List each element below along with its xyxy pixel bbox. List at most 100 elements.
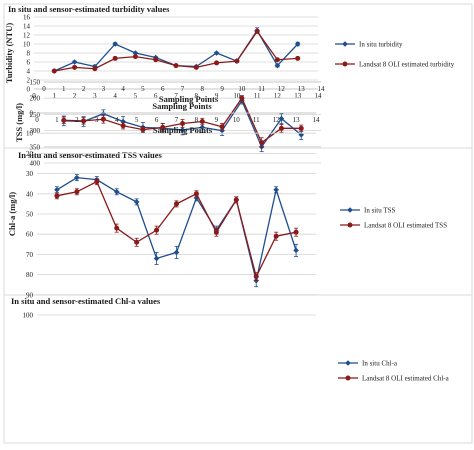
x-tick-label: 2 xyxy=(75,116,79,124)
x-tick-label: 9 xyxy=(215,116,219,124)
data-point xyxy=(199,124,206,131)
data-point xyxy=(100,116,106,122)
data-point xyxy=(114,225,120,231)
data-point xyxy=(174,201,179,207)
y-tick-label: 50 xyxy=(26,211,34,219)
series-landsat xyxy=(51,28,301,74)
y-tick-label: 350 xyxy=(30,143,41,151)
legend-entry: Landsat 8 OLI estimated TSS xyxy=(340,222,447,230)
legend-label: In situ Chl-a xyxy=(362,360,398,368)
y-tick-label: 16 xyxy=(23,14,31,22)
data-point xyxy=(132,54,138,60)
data-point xyxy=(234,58,240,64)
legend-entry: In situ TSS xyxy=(340,207,395,215)
x-tick-label: 12 xyxy=(278,85,286,93)
data-point xyxy=(154,227,160,233)
data-point xyxy=(132,50,139,56)
y-tick-label: 2 xyxy=(27,77,31,85)
x-tick-label: 0 xyxy=(42,85,46,93)
x-tick-label: 12 xyxy=(274,92,282,100)
x-tick-label: 3 xyxy=(93,92,97,100)
x-axis-label: Sampling Points xyxy=(152,101,212,111)
x-tick-label: 14 xyxy=(315,92,323,100)
data-point xyxy=(153,255,160,262)
data-point xyxy=(81,118,87,124)
x-tick-label: 7 xyxy=(181,85,185,93)
chart-title: In situ and sensor-estimated Chl-a value… xyxy=(11,296,161,306)
y-tick-label: 14 xyxy=(23,23,31,31)
data-point xyxy=(51,68,57,74)
x-tick-label: 5 xyxy=(134,92,138,100)
y-tick-label: 60 xyxy=(26,231,34,239)
chart-1: In situ and sensor-estimated turbidity v… xyxy=(3,3,473,151)
x-tick-label: 10 xyxy=(238,85,246,93)
data-point xyxy=(94,179,100,185)
x-tick-label: 12 xyxy=(273,116,281,124)
y-tick-label: 8 xyxy=(27,50,31,58)
data-point xyxy=(254,28,260,34)
series-landsat xyxy=(54,178,299,282)
y-tick-label: 10 xyxy=(26,130,34,138)
legend-label: In situ turbidity xyxy=(359,41,403,49)
y-tick-label: 150 xyxy=(30,79,41,87)
y-tick-label: 250 xyxy=(30,111,41,119)
x-tick-label: 6 xyxy=(154,92,158,100)
data-point xyxy=(193,64,199,70)
data-point xyxy=(293,229,299,235)
data-point xyxy=(120,123,126,129)
data-point xyxy=(193,191,199,197)
chart-title: In situ and sensor-estimated turbidity v… xyxy=(8,4,170,14)
data-point xyxy=(274,62,281,69)
x-axis-label: Sampling Points xyxy=(159,94,219,104)
data-point xyxy=(74,174,80,181)
x-tick-label: 3 xyxy=(95,116,99,124)
data-point xyxy=(133,199,140,205)
series-landsat xyxy=(61,95,304,148)
data-point xyxy=(239,95,245,101)
legend-entry: In situ Chl-a xyxy=(338,360,398,368)
x-tick-label: 7 xyxy=(175,116,179,124)
y-tick-label: 100 xyxy=(23,312,34,320)
y-tick-label: 70 xyxy=(26,251,34,259)
data-point xyxy=(140,127,146,133)
data-point xyxy=(54,186,60,193)
data-point xyxy=(214,60,220,66)
x-tick-label: 0 xyxy=(32,92,36,100)
x-tick-label: 9 xyxy=(215,92,219,100)
x-tick-label: 13 xyxy=(294,92,302,100)
data-point xyxy=(213,229,219,235)
data-point xyxy=(72,64,78,70)
legend-label: Landsat 8 OLI estimated turbidity xyxy=(359,61,455,69)
y-tick-label: 400 xyxy=(30,160,41,168)
y-tick-label: 300 xyxy=(30,127,41,135)
data-point xyxy=(278,115,285,122)
data-point xyxy=(253,274,259,280)
data-point xyxy=(219,127,225,134)
x-tick-label: 1 xyxy=(62,85,66,93)
x-tick-label: 1 xyxy=(55,116,59,124)
data-point xyxy=(113,188,120,195)
y-axis-label: Turbidity (NTU) xyxy=(4,23,14,84)
x-tick-label: 8 xyxy=(195,92,199,100)
legend-label: Landsat 8 OLI estimated Chl-a xyxy=(362,375,450,383)
legend-entry: Landsat 8 OLI estimated Chl-a xyxy=(338,375,450,383)
data-point xyxy=(92,66,98,72)
legend-marker xyxy=(345,360,351,366)
y-tick-label: 80 xyxy=(26,271,34,279)
data-point xyxy=(120,118,126,125)
data-point xyxy=(293,247,299,254)
data-point xyxy=(295,55,301,61)
y-tick-label: 12 xyxy=(23,32,31,40)
y-tick-label: 0 xyxy=(30,110,34,118)
data-point xyxy=(160,124,166,130)
data-point xyxy=(273,186,279,193)
legend-marker xyxy=(347,207,353,213)
data-point xyxy=(179,127,186,133)
x-tick-label: 6 xyxy=(155,116,159,124)
data-point xyxy=(219,124,225,130)
y-tick-label: 30 xyxy=(26,170,34,178)
legend-label: Landsat 8 OLI estimated TSS xyxy=(364,222,447,230)
x-tick-label: 4 xyxy=(115,116,119,124)
